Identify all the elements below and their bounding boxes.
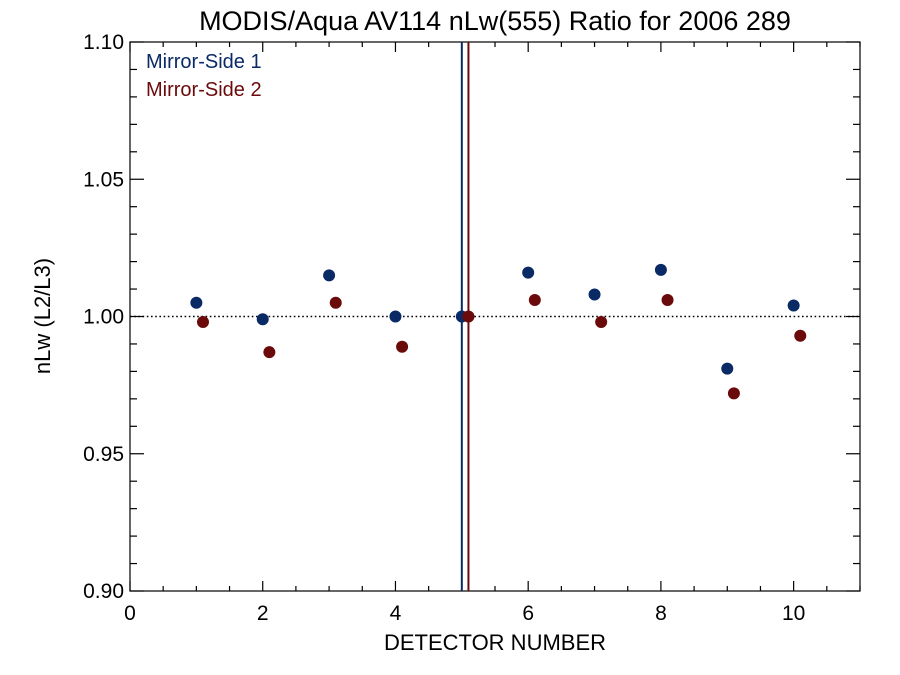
data-point-mirror-side-2 (462, 310, 475, 323)
data-point-mirror-side-1 (787, 299, 800, 312)
plot-area (129, 41, 861, 592)
data-point-mirror-side-1 (190, 296, 203, 309)
data-point-mirror-side-2 (595, 315, 608, 328)
data-point-mirror-side-2 (197, 315, 209, 328)
data-point-mirror-side-1 (323, 269, 336, 282)
legend: Mirror-Side 1 Mirror-Side 2 (146, 51, 262, 101)
data-point-mirror-side-1 (389, 310, 402, 323)
x-tick-label: 8 (655, 602, 667, 625)
data-point-mirror-side-2 (727, 387, 740, 400)
data-point-mirror-side-1 (522, 266, 535, 279)
data-point-mirror-side-2 (794, 329, 807, 342)
y-tick-label: 1.10 (83, 31, 124, 54)
data-point-mirror-side-2 (263, 346, 276, 359)
y-tick-label: 1.00 (83, 306, 124, 329)
data-point-mirror-side-2 (396, 340, 409, 353)
legend-entry-mirror-side-1: Mirror-Side 1 (146, 51, 262, 73)
y-tick-label: 0.90 (83, 580, 124, 603)
data-point-mirror-side-1 (721, 362, 734, 375)
data-point-mirror-side-2 (661, 294, 674, 307)
data-point-mirror-side-2 (528, 294, 541, 307)
x-axis-tick-labels: 0 2 4 6 8 10 (124, 602, 805, 625)
y-axis-tick-labels: 0.90 0.95 1.00 1.05 1.10 (83, 31, 124, 603)
y-tick-label: 0.95 (83, 443, 124, 466)
x-tick-label: 0 (124, 602, 136, 625)
data-point-mirror-side-1 (588, 288, 601, 301)
y-axis-label: nLw (L2/L3) (30, 258, 55, 374)
x-tick-label: 6 (522, 602, 534, 625)
x-tick-label: 10 (782, 602, 805, 625)
data-point-mirror-side-2 (329, 296, 342, 309)
tick-marks (129, 41, 861, 592)
data-point-mirror-side-1 (256, 313, 269, 326)
legend-entry-mirror-side-2: Mirror-Side 2 (146, 79, 262, 101)
x-tick-label: 4 (390, 602, 402, 625)
x-tick-label: 2 (257, 602, 269, 625)
chart-title: MODIS/Aqua AV114 nLw(555) Ratio for 2006… (199, 6, 791, 36)
data-points-layer (190, 263, 807, 400)
y-tick-label: 1.05 (83, 168, 124, 191)
x-axis-label: DETECTOR NUMBER (384, 630, 606, 655)
data-point-mirror-side-1 (654, 263, 667, 276)
